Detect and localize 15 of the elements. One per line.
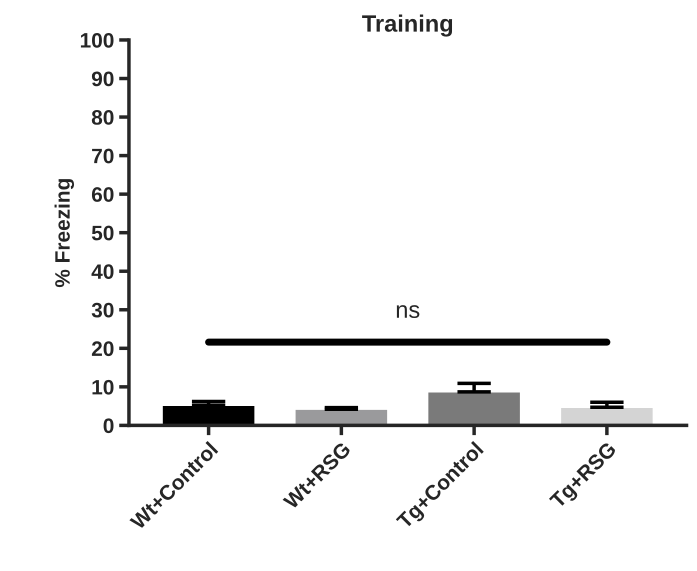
y-tick-label: 0 [104, 418, 114, 434]
y-tick-label: 50 [92, 226, 114, 240]
y-tick-label: 100 [80, 32, 114, 48]
y-tick-label: 90 [92, 72, 114, 86]
y-axis-title: % Freezing [54, 179, 74, 288]
y-tick-label: 40 [92, 264, 114, 279]
ref-line-label: ns [396, 305, 420, 318]
y-tick-label: 30 [92, 302, 114, 318]
bar [426, 391, 522, 426]
y-tick-label: 70 [92, 148, 114, 164]
chart-title: Training [362, 14, 452, 37]
y-tick-label: 20 [92, 341, 114, 356]
y-tick-label: 60 [92, 187, 114, 202]
y-tick-label: 80 [92, 110, 114, 125]
y-tick-label: 10 [92, 380, 114, 395]
